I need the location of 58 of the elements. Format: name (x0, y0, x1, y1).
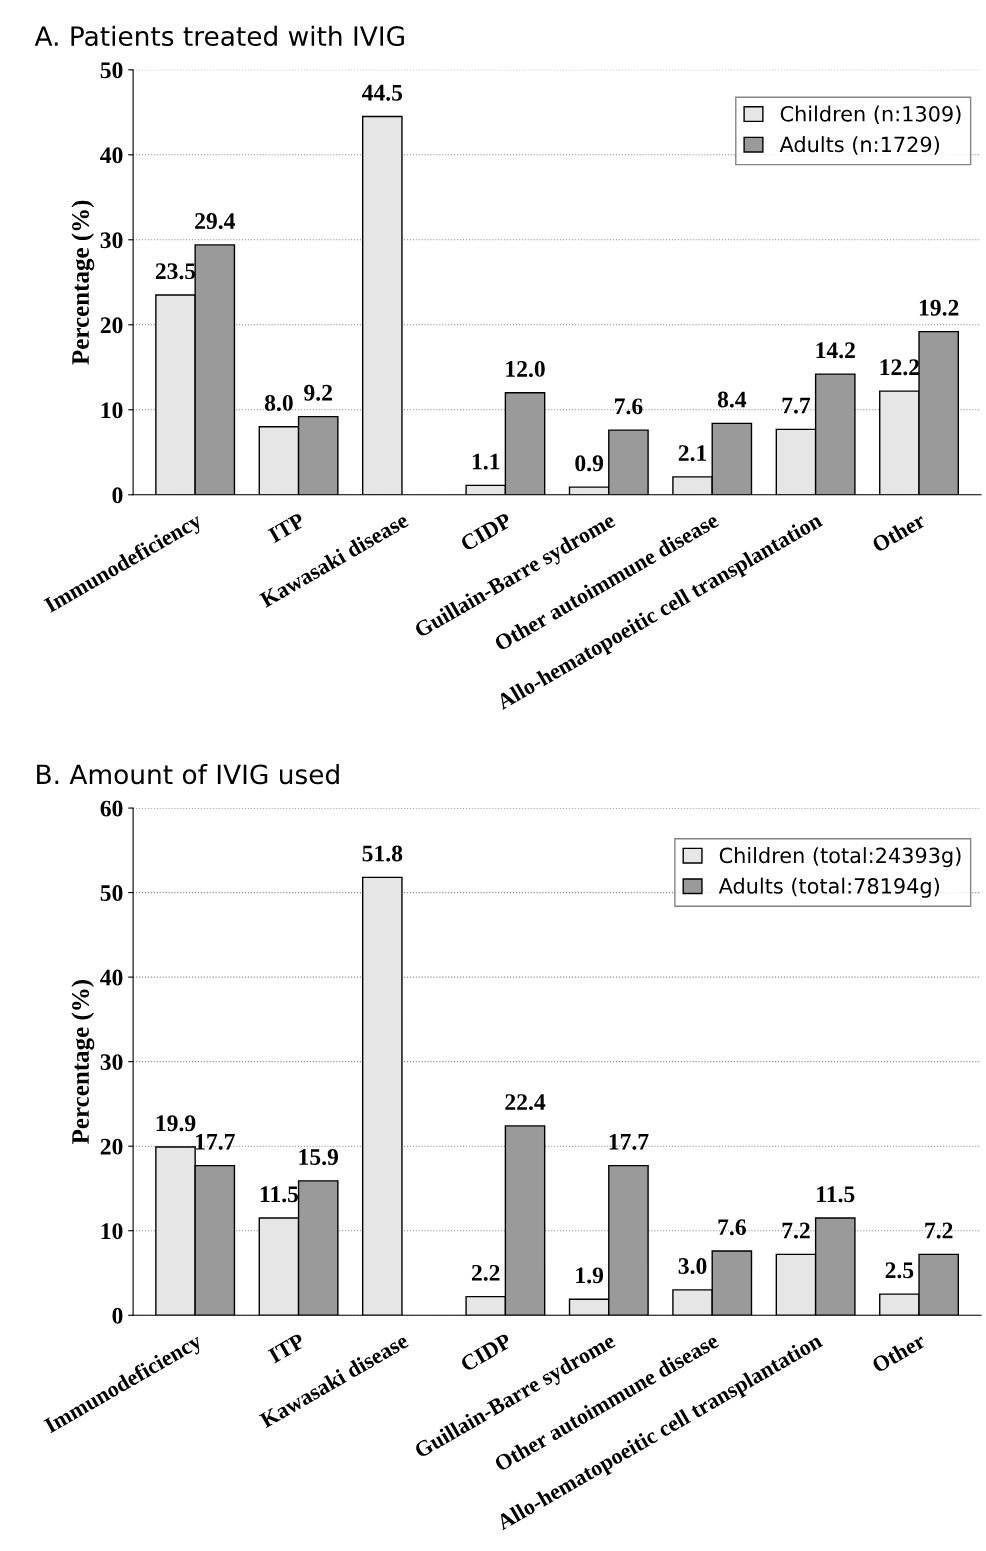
data-label: 1.1 (472, 453, 500, 470)
chart-title: B. Amount of IVIG used (37, 763, 339, 785)
data-label: 23.5 (155, 263, 196, 280)
y-tick-label: 0 (112, 1307, 123, 1324)
data-label: 7.6 (718, 1219, 746, 1236)
x-tick-label: Other (870, 511, 927, 553)
data-label: 0.9 (575, 455, 604, 472)
y-tick-label: 40 (100, 969, 123, 986)
chart-title: A. Patients treated with IVIG (34, 25, 404, 47)
x-tick-label: ITP (267, 512, 306, 543)
data-label: 19.9 (156, 1115, 196, 1132)
y-tick-label: 10 (101, 1223, 123, 1240)
x-tick-label: Other (870, 1332, 927, 1374)
data-label: 7.7 (782, 397, 811, 414)
data-label: 8.0 (264, 394, 293, 411)
legend-label: Children (total:24393g) (719, 847, 961, 868)
data-label: 51.8 (362, 845, 403, 862)
y-tick-label: 60 (100, 800, 123, 817)
data-label: 1.9 (576, 1267, 604, 1284)
data-label: 14.2 (816, 342, 855, 359)
legend-label: Adults (total:78194g) (718, 877, 939, 898)
y-axis-title: Percentage (%) (71, 200, 95, 365)
x-tick-label: ITP (267, 1332, 306, 1364)
data-label: 2.1 (678, 445, 707, 462)
y-tick-label: 20 (100, 1138, 123, 1155)
data-label: 44.5 (361, 84, 403, 101)
y-tick-label: 50 (100, 62, 123, 79)
data-label: 11.5 (260, 1186, 299, 1203)
data-label: 7.2 (782, 1222, 810, 1239)
legend-label: Adults (n:1729) (779, 136, 939, 155)
y-tick-label: 40 (100, 147, 123, 164)
y-tick-label: 30 (100, 232, 123, 249)
data-label: 15.9 (299, 1149, 339, 1166)
data-label: 7.2 (925, 1222, 953, 1239)
data-label: 8.4 (717, 391, 747, 408)
data-label: 17.7 (609, 1133, 649, 1150)
y-tick-label: 20 (100, 317, 123, 334)
data-label: 29.4 (195, 213, 236, 230)
data-label: 12.0 (506, 360, 545, 377)
data-label: 19.2 (919, 299, 959, 316)
x-tick-label: CIDP (459, 1332, 513, 1373)
legend-label: Children (n:1309) (780, 105, 961, 125)
y-tick-label: 50 (100, 885, 123, 902)
y-tick-label: 0 (112, 487, 123, 504)
y-axis-title: Percentage (%) (71, 980, 95, 1144)
data-label: 9.2 (304, 384, 332, 401)
data-label: 22.4 (505, 1094, 546, 1111)
data-label: 11.5 (817, 1186, 855, 1203)
data-label: 7.6 (615, 398, 643, 415)
data-label: 2.2 (471, 1264, 500, 1281)
y-tick-label: 30 (100, 1054, 123, 1071)
data-label: 17.7 (196, 1133, 235, 1150)
data-label: 2.5 (885, 1262, 914, 1279)
bar (361, 876, 403, 1316)
bar (361, 115, 403, 495)
data-label: 3.0 (678, 1258, 707, 1275)
y-tick-label: 10 (101, 402, 123, 419)
x-tick-label: CIDP (459, 512, 513, 552)
